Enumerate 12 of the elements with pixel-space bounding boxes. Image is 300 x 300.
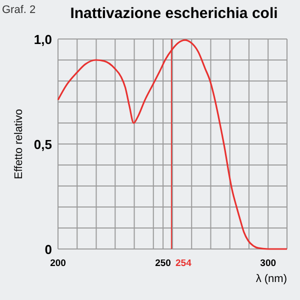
- x-axis-title: λ (nm): [256, 273, 287, 285]
- line-series: [57, 39, 288, 250]
- x-tick-label: 200: [50, 258, 66, 269]
- y-tick-label: 0: [44, 242, 52, 257]
- x-tick-label: 250: [155, 258, 171, 269]
- y-tick-label: 1,0: [34, 32, 52, 47]
- y-tick-label: 0,5: [34, 137, 52, 152]
- y-axis-title: Effetto relativo: [13, 108, 25, 180]
- x-tick-label: 300: [260, 258, 276, 269]
- chart-title: Inattivazione escherichia coli: [70, 5, 278, 22]
- text: Graf. 2: [2, 4, 36, 16]
- ref-line-label: 254: [176, 258, 192, 269]
